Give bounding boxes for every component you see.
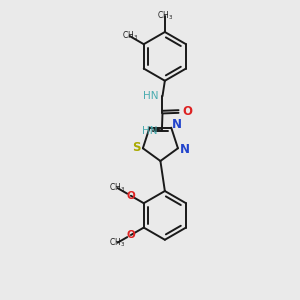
Text: S: S <box>132 141 141 154</box>
Text: O: O <box>127 230 135 240</box>
Text: CH$_3$: CH$_3$ <box>157 9 173 22</box>
Text: CH$_3$: CH$_3$ <box>122 30 138 42</box>
Text: CH$_3$: CH$_3$ <box>110 236 126 249</box>
Text: N: N <box>179 143 190 156</box>
Text: N: N <box>172 118 182 130</box>
Text: O: O <box>182 105 192 118</box>
Text: HN: HN <box>142 91 158 100</box>
Text: HN: HN <box>142 126 158 136</box>
Text: CH$_3$: CH$_3$ <box>110 182 126 194</box>
Text: O: O <box>127 191 135 201</box>
